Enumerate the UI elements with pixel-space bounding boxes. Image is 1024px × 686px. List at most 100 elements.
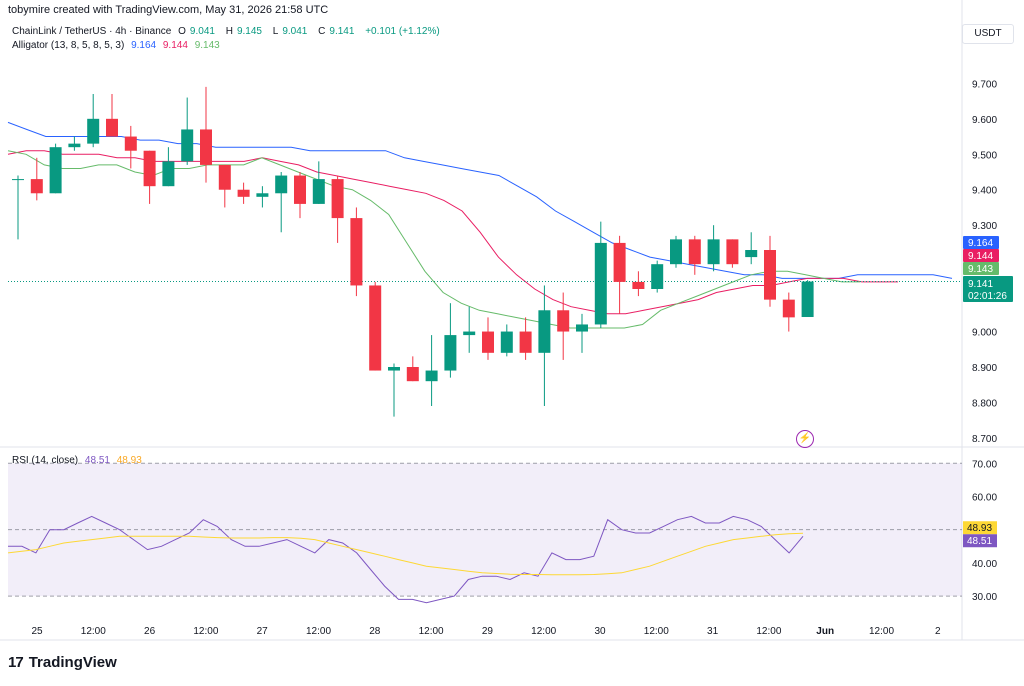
candle-body	[275, 175, 288, 194]
rsi-line	[8, 515, 804, 604]
time-tick-label: 29	[482, 626, 494, 637]
rsi-tag: 48.51	[963, 534, 997, 548]
rsi-ma-tag-text: 48.93	[967, 523, 992, 534]
price-tick-label: 8.700	[972, 434, 997, 445]
time-tick-label: Jun	[816, 626, 834, 637]
ohlc-low: L 9.041	[272, 26, 308, 37]
rsi-label[interactable]: RSI (14, close)	[12, 455, 79, 466]
alligator-teeth-value: 9.144	[162, 40, 188, 51]
time-tick-label: 28	[369, 626, 381, 637]
candle-body	[369, 285, 382, 371]
rsi-ma-line	[7, 532, 804, 576]
jaw-price-tag-text: 9.164	[968, 238, 993, 249]
last-price-text: 9.141	[968, 279, 993, 290]
candle-body	[425, 370, 438, 382]
candle-body	[482, 331, 494, 353]
candle-body	[294, 175, 306, 204]
rsi-tick-label: 30.00	[972, 592, 997, 603]
rsi-value: 48.51	[84, 455, 110, 466]
candle-body	[782, 299, 795, 318]
alligator-label[interactable]: Alligator (13, 8, 5, 8, 5, 3)	[12, 40, 125, 51]
jaw-price-tag: 9.164	[963, 236, 999, 249]
time-tick-label: 12:00	[81, 626, 106, 637]
candle-body	[256, 193, 269, 197]
rsi-tick-label: 70.00	[972, 459, 997, 470]
rsi-ma-tag-bg	[963, 521, 997, 535]
candle-body	[764, 250, 776, 300]
ohlc-high: H 9.145	[225, 26, 262, 37]
candle-body	[444, 335, 457, 371]
currency-button[interactable]: USDT	[962, 24, 1014, 44]
candle-body	[200, 129, 212, 165]
candle-body	[613, 242, 626, 282]
candle-body	[632, 281, 645, 289]
price-tick-label: 9.700	[972, 79, 997, 90]
ohlc-change: +0.101 (+1.12%)	[365, 26, 440, 37]
price-tick-label: 9.000	[972, 328, 997, 339]
alligator-jaw-line	[7, 121, 953, 279]
price-tick-label: 9.300	[972, 221, 997, 232]
teeth-price-tag: 9.144	[963, 249, 999, 262]
candle-body	[143, 150, 156, 187]
candle-body	[87, 118, 100, 144]
candle-body	[406, 367, 419, 382]
time-tick-label: 12:00	[869, 626, 894, 637]
time-tick-label: 30	[594, 626, 606, 637]
rsi-tag-bg	[963, 534, 997, 548]
candle-body	[49, 147, 62, 194]
candle-body	[726, 239, 739, 265]
alligator-lips-line	[7, 150, 860, 329]
price-tick-label: 8.800	[972, 398, 997, 409]
rsi-tag-text: 48.51	[967, 536, 992, 547]
time-tick-label: 25	[31, 626, 43, 637]
time-tick-label: 2	[935, 626, 941, 637]
time-tick-label: 26	[144, 626, 156, 637]
teeth-price-tag-text: 9.144	[968, 251, 993, 262]
lips-price-tag-text: 9.143	[968, 264, 993, 275]
candle-body	[670, 239, 682, 265]
tradingview-mark-icon: 17	[8, 654, 24, 671]
candle-body	[68, 143, 81, 148]
tradingview-name: TradingView	[28, 654, 117, 671]
countdown-text: 02:01:26	[968, 291, 1007, 302]
candle-body	[181, 129, 194, 162]
time-tick-label: 12:00	[193, 626, 218, 637]
alligator-jaw-value: 9.164	[131, 40, 157, 51]
time-tick-label: 12:00	[644, 626, 669, 637]
rsi-tick-label: 60.00	[972, 492, 997, 503]
chart-attribution: tobymire created with TradingView.com, M…	[8, 4, 329, 16]
time-tick-label: 12:00	[531, 626, 556, 637]
candle-body	[124, 136, 137, 151]
ohlc-open: O 9.041	[178, 26, 215, 37]
candle-body	[218, 164, 231, 190]
tradingview-logo[interactable]: 17 TradingView	[8, 654, 117, 671]
time-tick-label: 31	[707, 626, 719, 637]
lightning-icon[interactable]: ⚡	[796, 430, 814, 448]
candle-body	[707, 239, 720, 265]
rsi-legend: RSI (14, close) 48.51 48.93	[12, 455, 146, 466]
alligator-teeth-line	[7, 150, 898, 315]
symbol-legend: ChainLink / TetherUS · 4h · Binance O 9.0…	[12, 26, 444, 37]
price-tick-label: 9.600	[972, 115, 997, 126]
candle-body	[331, 179, 344, 219]
candle-body	[30, 179, 43, 194]
candle-body	[12, 179, 24, 181]
candle-body	[106, 118, 118, 137]
lips-price-tag-bg	[963, 262, 999, 275]
time-tick-label: 12:00	[306, 626, 331, 637]
candle-body	[576, 324, 588, 332]
alligator-legend: Alligator (13, 8, 5, 8, 5, 3) 9.164 9.14…	[12, 40, 224, 51]
price-tick-label: 9.500	[972, 150, 997, 161]
candle-body	[463, 331, 476, 336]
alligator-lips-value: 9.143	[194, 40, 220, 51]
candle-body	[594, 242, 607, 325]
candle-body	[388, 367, 400, 371]
rsi-tick-label: 40.00	[972, 559, 997, 570]
rsi-ma-tag: 48.93	[963, 521, 997, 535]
teeth-price-tag-bg	[963, 249, 999, 262]
candle-body	[801, 281, 814, 318]
time-tick-label: 12:00	[756, 626, 781, 637]
symbol-title[interactable]: ChainLink / TetherUS · 4h · Binance	[12, 26, 172, 37]
